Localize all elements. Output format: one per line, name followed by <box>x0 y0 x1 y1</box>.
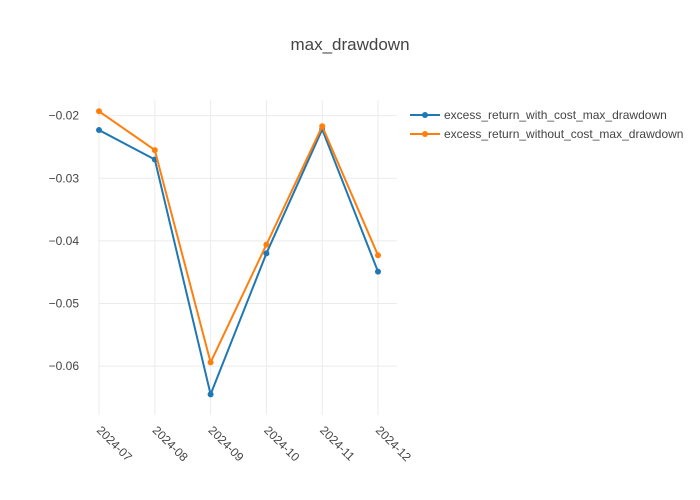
data-point <box>96 127 102 134</box>
data-point <box>319 123 326 130</box>
x-tick-label: 2024-08 <box>150 423 191 464</box>
data-point <box>375 268 381 275</box>
series-0 <box>96 126 381 398</box>
series-line <box>98 128 379 396</box>
data-point <box>151 147 158 154</box>
y-tick-label: −0.05 <box>49 297 80 311</box>
x-tick-label: 2024-07 <box>94 423 135 464</box>
legend-item-without-cost[interactable]: excess_return_without_cost_max_drawdown <box>410 127 683 141</box>
legend-item-with-cost[interactable]: excess_return_with_cost_max_drawdown <box>410 108 667 122</box>
data-point <box>263 250 270 257</box>
legend-marker-with-cost <box>422 112 428 118</box>
y-tick-label: −0.04 <box>49 234 80 248</box>
data-point <box>207 359 214 366</box>
legend-label-with-cost: excess_return_with_cost_max_drawdown <box>444 108 667 122</box>
x-tick-label: 2024-11 <box>317 423 358 464</box>
y-axis-ticks: −0.02 −0.03 −0.04 −0.05 −0.06 <box>49 109 80 373</box>
data-point <box>375 252 381 259</box>
series-1 <box>96 108 381 366</box>
legend[interactable]: excess_return_with_cost_max_drawdown exc… <box>410 108 683 141</box>
y-tick-label: −0.06 <box>49 359 80 373</box>
series-lines <box>96 108 381 398</box>
data-point <box>96 108 102 115</box>
y-tick-label: −0.02 <box>49 109 80 123</box>
x-tick-label: 2024-12 <box>373 423 414 464</box>
x-axis-ticks: 2024-07 2024-08 2024-09 2024-10 2024-11 2024-… <box>94 423 414 464</box>
grid <box>98 100 397 415</box>
y-tick-label: −0.03 <box>49 171 80 185</box>
chart-title: max_drawdown <box>290 35 409 54</box>
x-tick-label: 2024-10 <box>261 423 302 464</box>
legend-label-without-cost: excess_return_without_cost_max_drawdown <box>444 127 683 141</box>
x-tick-label: 2024-09 <box>205 423 246 464</box>
data-point <box>207 391 214 398</box>
series-line <box>98 110 379 364</box>
legend-marker-without-cost <box>422 131 428 137</box>
data-point <box>263 241 270 248</box>
